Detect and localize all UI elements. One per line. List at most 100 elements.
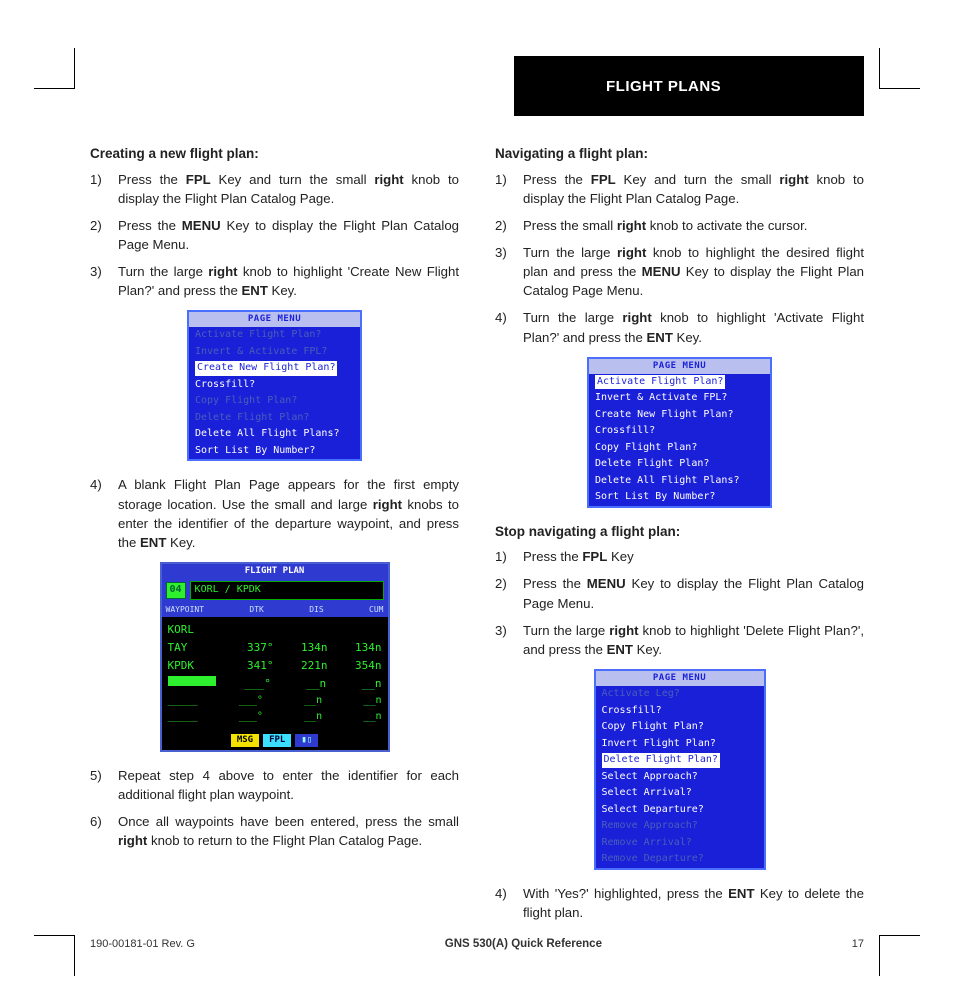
doc-title: GNS 530(A) Quick Reference (445, 938, 602, 950)
step-2: 2) Press the MENU Key to display the Fli… (495, 574, 864, 612)
stop-steps-cont: 4) With 'Yes?' highlighted, press the EN… (495, 884, 864, 922)
step-num: 6) (90, 812, 118, 850)
fpl-header: FLIGHT PLAN (162, 564, 388, 579)
fpl-footer: MSG FPL ▮▯ (162, 732, 388, 750)
crop-mark (34, 935, 75, 976)
menu-item-selected: Activate Flight Plan? (589, 374, 770, 391)
fpl-number: 04 (166, 582, 186, 599)
fpl-wp: KORL (168, 622, 220, 638)
heading-create-fpl: Creating a new flight plan: (90, 144, 459, 164)
step-text: Press the MENU Key to display the Flight… (118, 216, 459, 254)
navigate-steps: 1) Press the FPL Key and turn the small … (495, 170, 864, 347)
step-num: 4) (495, 308, 523, 346)
menu-item: Delete Flight Plan? (589, 456, 770, 473)
step-text: Turn the large right knob to highlight '… (523, 621, 864, 659)
flight-plan-screen: FLIGHT PLAN 04 KORL / KPDK WAYPOINT DTK … (160, 562, 390, 752)
page-number: 17 (852, 938, 864, 950)
step-num: 5) (90, 766, 118, 804)
page-menu-screen-create: PAGE MENU Activate Flight Plan? Invert &… (187, 310, 362, 461)
page-menu-screen-delete: PAGE MENU Activate Leg? Crossfill? Copy … (594, 669, 766, 870)
page-bars-icon: ▮▯ (295, 734, 318, 747)
doc-revision: 190-00181-01 Rev. G (90, 938, 195, 950)
fpl-wp: KPDK (168, 658, 220, 674)
menu-item: Create New Flight Plan? (589, 407, 770, 424)
step-text: Repeat step 4 above to enter the identif… (118, 766, 459, 804)
step-1: 1) Press the FPL Key (495, 547, 864, 566)
fpl-col: CUM (369, 604, 383, 616)
step-3: 3) Turn the large right knob to highligh… (90, 262, 459, 300)
fpl-col: DTK (249, 604, 263, 616)
create-steps: 1) Press the FPL Key and turn the small … (90, 170, 459, 301)
fpl-row: TAY 337° 134n 134n (168, 639, 382, 657)
crop-mark (879, 935, 920, 976)
step-4: 4) Turn the large right knob to highligh… (495, 308, 864, 346)
heading-navigate-fpl: Navigating a flight plan: (495, 144, 864, 164)
menu-item: Sort List By Number? (189, 443, 360, 460)
section-title: FLIGHT PLANS (606, 78, 721, 95)
menu-item: Select Approach? (596, 769, 764, 786)
fpl-row-cursor: ___°__n__n (168, 675, 382, 693)
fpl-row: KPDK 341° 221n 354n (168, 657, 382, 675)
step-5: 5) Repeat step 4 above to enter the iden… (90, 766, 459, 804)
step-text: With 'Yes?' highlighted, press the ENT K… (523, 884, 864, 922)
menu-item: Activate Flight Plan? (189, 327, 360, 344)
menu-item: Copy Flight Plan? (589, 440, 770, 457)
step-num: 1) (495, 170, 523, 208)
step-num: 2) (90, 216, 118, 254)
step-4: 4) With 'Yes?' highlighted, press the EN… (495, 884, 864, 922)
fpl-indicator: FPL (263, 734, 291, 747)
fpl-route: KORL / KPDK (190, 581, 384, 600)
fpl-dis: 221n (284, 658, 328, 674)
step-4: 4) A blank Flight Plan Page appears for … (90, 475, 459, 552)
menu-item: Select Arrival? (596, 785, 764, 802)
page-menu-screen-activate: PAGE MENU Activate Flight Plan? Invert &… (587, 357, 772, 508)
menu-item: Invert & Activate FPL? (589, 390, 770, 407)
step-text: Press the FPL Key (523, 547, 864, 566)
step-1: 1) Press the FPL Key and turn the small … (90, 170, 459, 208)
fpl-dtk: 337° (230, 640, 274, 656)
stop-steps: 1) Press the FPL Key 2) Press the MENU K… (495, 547, 864, 659)
fpl-row-empty: ________°__n__n (168, 693, 382, 710)
screen-title: PAGE MENU (596, 671, 764, 686)
crop-mark (34, 48, 75, 89)
menu-item: Copy Flight Plan? (189, 393, 360, 410)
right-column: Navigating a flight plan: 1) Press the F… (495, 142, 864, 932)
menu-item: Remove Arrival? (596, 835, 764, 852)
fpl-col: WAYPOINT (166, 604, 205, 616)
step-num: 4) (90, 475, 118, 552)
step-text: Turn the large right knob to highlight t… (523, 243, 864, 300)
step-6: 6) Once all waypoints have been entered,… (90, 812, 459, 850)
step-num: 2) (495, 216, 523, 235)
step-text: Press the FPL Key and turn the small rig… (118, 170, 459, 208)
menu-item: Invert Flight Plan? (596, 736, 764, 753)
step-text: Press the MENU Key to display the Flight… (523, 574, 864, 612)
content-columns: Creating a new flight plan: 1) Press the… (90, 142, 864, 932)
step-2: 2) Press the small right knob to activat… (495, 216, 864, 235)
menu-item: Sort List By Number? (589, 489, 770, 506)
step-text: Press the small right knob to activate t… (523, 216, 864, 235)
fpl-row: KORL (168, 621, 382, 639)
fpl-route-row: 04 KORL / KPDK (162, 579, 388, 602)
step-text: Turn the large right knob to highlight '… (118, 262, 459, 300)
step-1: 1) Press the FPL Key and turn the small … (495, 170, 864, 208)
msg-indicator: MSG (231, 734, 259, 747)
step-text: A blank Flight Plan Page appears for the… (118, 475, 459, 552)
menu-item: Remove Approach? (596, 818, 764, 835)
crop-mark (879, 48, 920, 89)
step-text: Once all waypoints have been entered, pr… (118, 812, 459, 850)
step-num: 3) (495, 243, 523, 300)
fpl-cum: 134n (338, 640, 382, 656)
fpl-row-empty: ________°__n__n (168, 709, 382, 726)
menu-item: Select Departure? (596, 802, 764, 819)
menu-item: Activate Leg? (596, 686, 764, 703)
fpl-col: DIS (309, 604, 323, 616)
step-text: Press the FPL Key and turn the small rig… (523, 170, 864, 208)
step-2: 2) Press the MENU Key to display the Fli… (90, 216, 459, 254)
menu-item: Delete All Flight Plans? (189, 426, 360, 443)
page-footer: 190-00181-01 Rev. G GNS 530(A) Quick Ref… (90, 938, 864, 950)
step-num: 4) (495, 884, 523, 922)
step-num: 3) (90, 262, 118, 300)
create-steps-end: 5) Repeat step 4 above to enter the iden… (90, 766, 459, 851)
fpl-dtk: 341° (230, 658, 274, 674)
step-text: Turn the large right knob to highlight '… (523, 308, 864, 346)
